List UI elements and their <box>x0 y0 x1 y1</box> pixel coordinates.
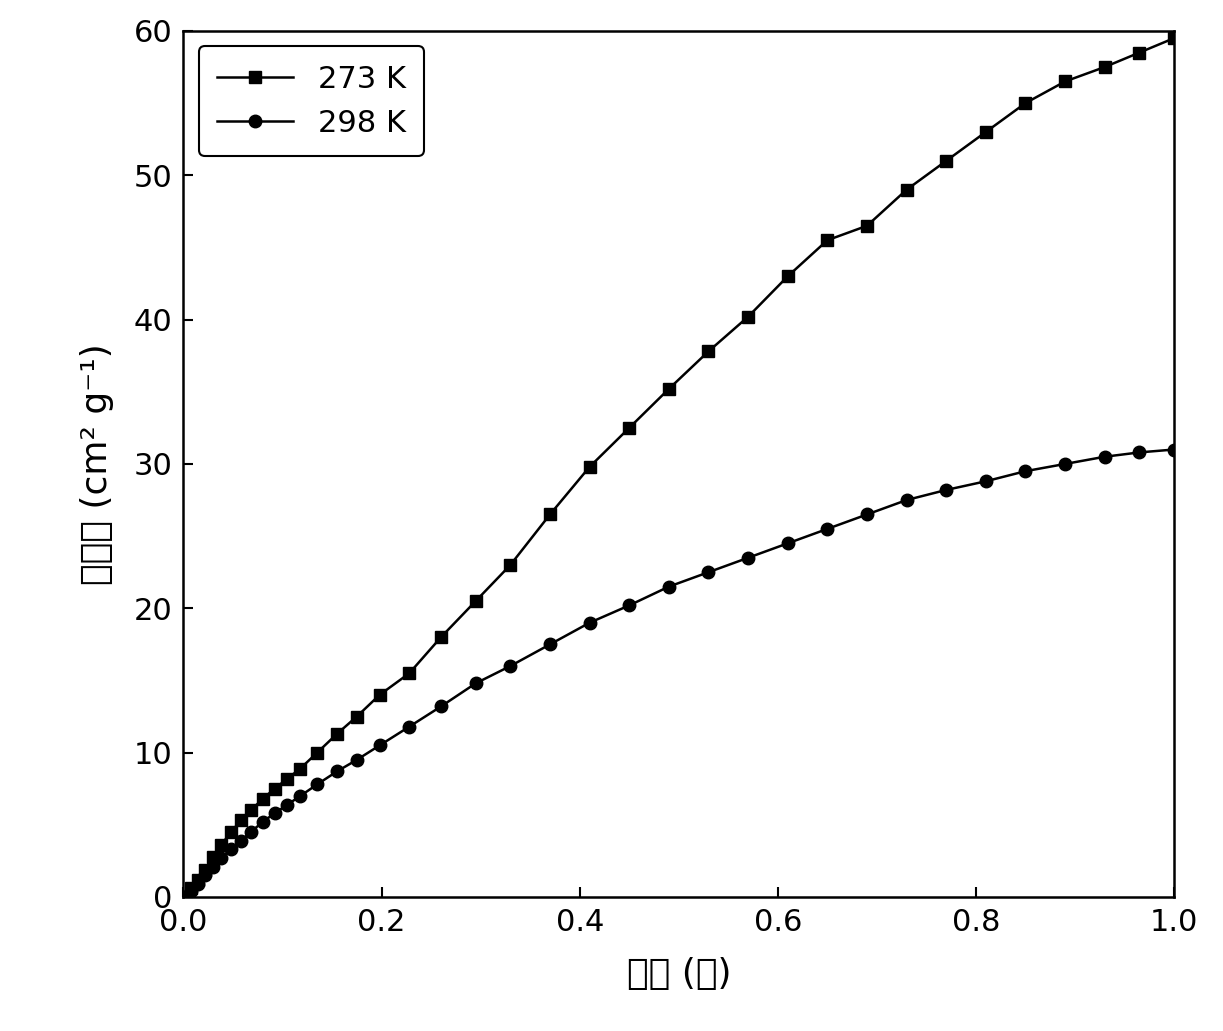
273 K <box>330 728 345 740</box>
298 K <box>214 852 229 864</box>
298 K <box>224 843 238 856</box>
273 K <box>234 814 248 827</box>
273 K <box>372 689 386 701</box>
273 K <box>280 772 295 785</box>
298 K <box>701 566 715 578</box>
298 K <box>256 816 270 828</box>
298 K <box>198 869 213 882</box>
273 K <box>214 839 229 852</box>
298 K <box>243 826 258 838</box>
273 K <box>939 155 954 167</box>
Line: 298 K: 298 K <box>177 443 1180 903</box>
298 K <box>294 790 308 802</box>
273 K <box>294 762 308 774</box>
298 K <box>978 475 993 488</box>
298 K <box>819 523 834 535</box>
298 K <box>176 891 191 903</box>
298 K <box>780 537 795 550</box>
273 K <box>243 804 258 817</box>
298 K <box>1058 458 1073 470</box>
273 K <box>1018 97 1032 109</box>
298 K <box>330 765 345 777</box>
298 K <box>183 885 198 897</box>
273 K <box>1132 46 1147 59</box>
298 K <box>939 484 954 496</box>
273 K <box>503 559 517 571</box>
273 K <box>780 270 795 282</box>
298 K <box>1097 451 1112 463</box>
273 K <box>268 783 283 795</box>
298 K <box>268 807 283 820</box>
298 K <box>372 739 386 752</box>
298 K <box>205 861 220 873</box>
298 K <box>434 700 449 712</box>
298 K <box>860 508 874 521</box>
273 K <box>468 595 483 607</box>
273 K <box>1058 75 1073 88</box>
298 K <box>582 617 597 629</box>
273 K <box>224 826 238 838</box>
Legend: 273 K, 298 K: 273 K, 298 K <box>198 46 424 156</box>
298 K <box>1018 465 1032 477</box>
273 K <box>741 310 756 323</box>
273 K <box>350 710 364 723</box>
298 K <box>350 754 364 766</box>
298 K <box>503 660 517 672</box>
298 K <box>662 580 676 593</box>
298 K <box>191 877 205 890</box>
273 K <box>978 126 993 138</box>
273 K <box>543 508 558 521</box>
273 K <box>183 883 198 895</box>
273 K <box>191 873 205 886</box>
298 K <box>309 778 324 791</box>
273 K <box>402 667 417 679</box>
298 K <box>621 599 636 611</box>
298 K <box>234 834 248 846</box>
273 K <box>198 863 213 875</box>
273 K <box>256 793 270 805</box>
273 K <box>582 461 597 473</box>
273 K <box>621 422 636 434</box>
273 K <box>1097 61 1112 73</box>
Y-axis label: 吸附量 (cm² g⁻¹): 吸附量 (cm² g⁻¹) <box>79 343 114 585</box>
298 K <box>899 494 914 506</box>
273 K <box>860 220 874 232</box>
298 K <box>543 638 558 651</box>
273 K <box>205 851 220 863</box>
273 K <box>701 345 715 358</box>
273 K <box>662 383 676 395</box>
273 K <box>176 891 191 903</box>
298 K <box>468 677 483 690</box>
273 K <box>434 631 449 643</box>
298 K <box>280 798 295 810</box>
298 K <box>741 552 756 564</box>
298 K <box>1132 446 1147 459</box>
Line: 273 K: 273 K <box>177 32 1180 903</box>
X-axis label: 压力 (巴): 压力 (巴) <box>626 957 731 991</box>
273 K <box>309 746 324 759</box>
273 K <box>899 184 914 196</box>
298 K <box>402 721 417 733</box>
273 K <box>1167 32 1181 44</box>
298 K <box>1167 443 1181 456</box>
273 K <box>819 234 834 246</box>
